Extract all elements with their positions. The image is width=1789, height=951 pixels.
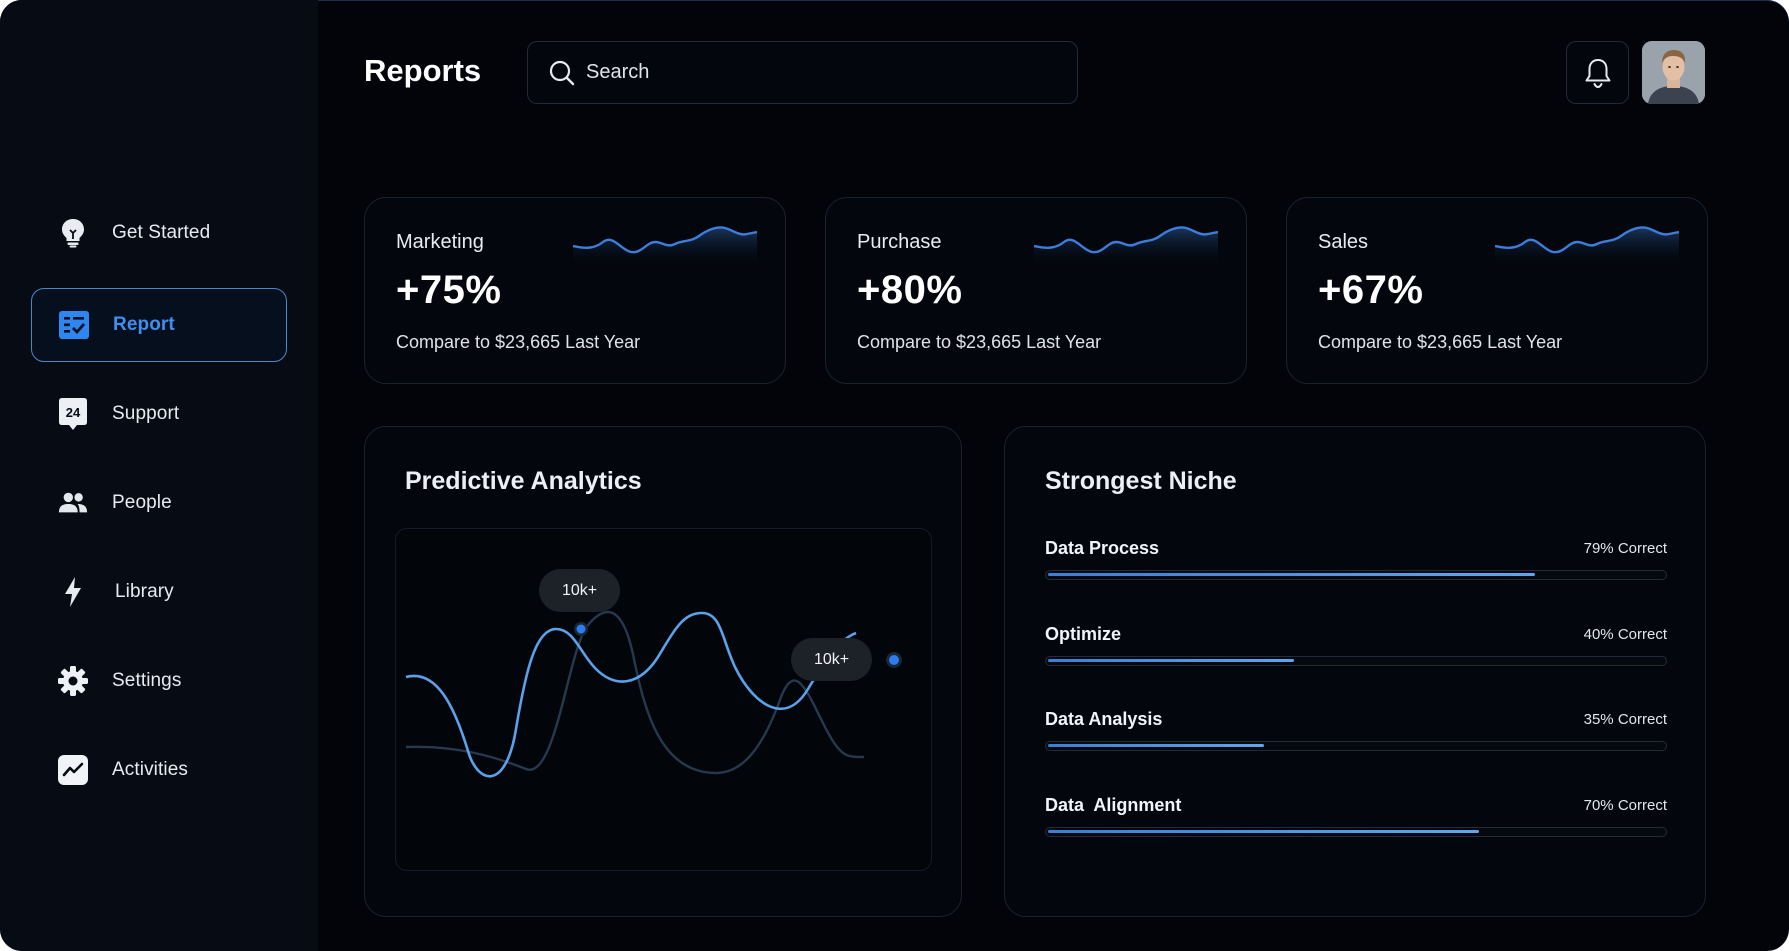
sidebar-item-label: Activities [112,759,188,780]
lightning-icon [58,577,88,607]
svg-text:24: 24 [66,405,81,420]
stat-value: +67% [1318,268,1424,312]
stat-value: +75% [396,268,502,312]
sidebar-item-label: Settings [112,670,182,691]
sidebar: Get Started Report 24 Support People [0,0,318,951]
series-line-secondary [405,610,865,775]
sidebar-item-activities[interactable]: Activities [31,733,287,807]
progress-fill [1048,830,1479,833]
strongest-niche-panel: Strongest Niche Data Process 79% Correct… [1004,426,1706,917]
niche-label: Data Process [1045,538,1160,558]
chart-tooltip: 10k+ [791,638,873,681]
progress-fill [1048,659,1294,662]
avatar[interactable] [1642,41,1705,104]
sparkline-chart [1495,226,1679,268]
progress-track [1045,570,1667,580]
sparkline-chart [573,226,757,268]
user-avatar-image [1642,41,1705,104]
sidebar-item-label: Report [113,314,175,335]
progress-fill [1048,573,1535,576]
stat-value: +80% [857,268,963,312]
panel-title: Strongest Niche [1045,467,1237,495]
notifications-button[interactable] [1566,41,1629,104]
stat-comparison: Compare to $23,665 Last Year [857,332,1102,352]
support-24-icon: 24 [58,398,88,430]
progress-track [1045,656,1667,666]
series-line-primary [405,611,857,778]
search-icon [549,60,575,86]
report-icon [59,310,89,340]
predictive-chart: 10k+ 10k+ [395,528,932,871]
sidebar-item-report[interactable]: Report [31,288,287,362]
sidebar-item-settings[interactable]: Settings [31,644,287,718]
search-input[interactable]: Search [527,41,1078,104]
niche-label: Optimize [1045,624,1122,644]
stat-title: Marketing [396,231,484,253]
sidebar-item-label: Library [115,581,174,602]
niche-label: Data Analysis [1045,709,1163,729]
stat-title: Sales [1318,231,1369,253]
progress-track [1045,741,1667,751]
panel-title: Predictive Analytics [405,467,642,495]
sidebar-item-label: Get Started [112,222,211,243]
predictive-analytics-panel: Predictive Analytics 10k+ 10k+ [364,426,962,917]
activity-chart-icon [58,755,88,785]
stat-card-purchase: Purchase +80% Compare to $23,665 Last Ye… [825,197,1247,384]
niche-percent: 35% Correct [1583,711,1667,728]
sparkline-chart [1034,226,1218,268]
chart-point-marker [576,624,586,634]
bell-icon [1585,58,1610,88]
chart-point-marker [889,655,899,665]
progress-fill [1048,744,1264,747]
stat-card-sales: Sales +67% Compare to $23,665 Last Year [1286,197,1708,384]
predictive-chart-lines [405,610,902,778]
stat-comparison: Compare to $23,665 Last Year [396,332,641,352]
lightbulb-icon [58,218,88,248]
niche-percent: 40% Correct [1583,626,1667,643]
sidebar-item-label: People [112,492,172,513]
niche-percent: 79% Correct [1583,540,1667,557]
niche-label: Data Alignment [1045,795,1182,815]
search-placeholder: Search [586,61,650,83]
stat-card-marketing: Marketing +75% Compare to $23,665 Last Y… [364,197,786,384]
progress-track [1045,827,1667,837]
chart-tooltip: 10k+ [539,569,621,612]
people-icon [58,488,88,518]
sidebar-item-get-started[interactable]: Get Started [31,196,287,270]
stat-comparison: Compare to $23,665 Last Year [1318,332,1563,352]
sidebar-item-people[interactable]: People [31,466,287,540]
niche-percent: 70% Correct [1583,797,1667,814]
gear-icon [58,666,88,696]
sidebar-item-support[interactable]: 24 Support [31,377,287,451]
sidebar-item-library[interactable]: Library [31,555,287,629]
sidebar-item-label: Support [112,403,180,424]
page-title: Reports [364,53,482,88]
stat-title: Purchase [857,231,942,253]
